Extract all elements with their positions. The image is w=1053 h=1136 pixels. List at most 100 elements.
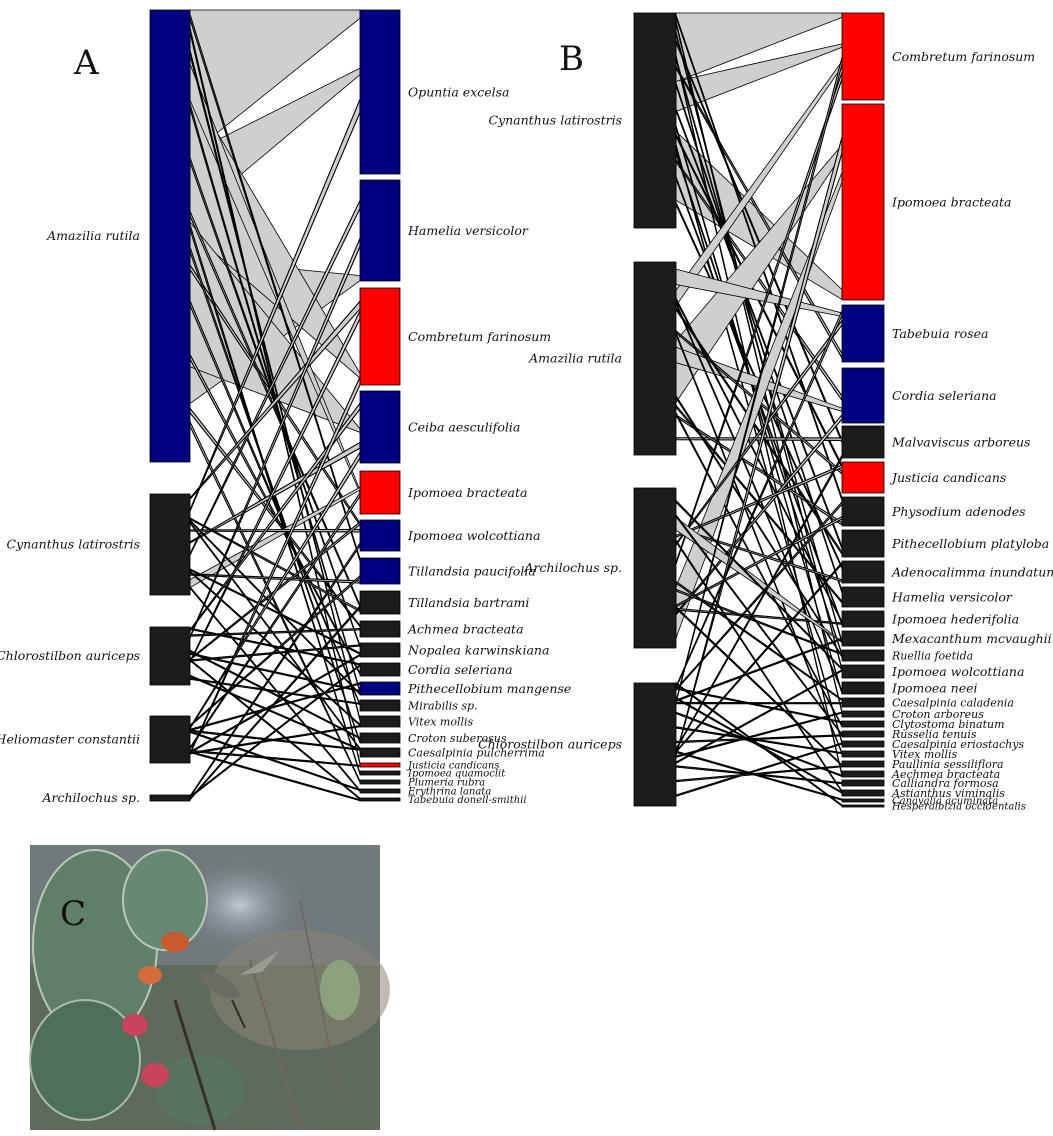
panel-b-plant-bar-caesalpinia-eriostachys <box>841 740 885 748</box>
panel-a-plant-label-ceiba-aesculifolia: Ceiba aesculifolia <box>408 419 520 434</box>
panel-a-plant-bar-hamelia-versicolor <box>359 179 401 282</box>
panel-b-plant-label-physodium-adenodes: Physodium adenodes <box>891 504 1026 519</box>
panel-b-plant-bar-aechmea-bracteata <box>841 770 885 778</box>
panel-a-plant-label-plumeria-rubra: Plumeria rubra <box>407 778 485 789</box>
panel-a-plant-bar-cordia-seleriana <box>359 662 401 677</box>
panel-a-bird-bar-heliomaster-constantii <box>149 715 191 764</box>
panel-a-bird-label-cynanthus-latirostris: Cynanthus latirostris <box>7 537 141 552</box>
panel-a-plant-label-tabebuia-donell-smithii: Tabebuia donell-smithii <box>408 795 527 806</box>
panel-a-bird-bar-archilochus-sp <box>149 794 191 802</box>
panel-a-plant-label-pithecellobium-mangense: Pithecellobium mangense <box>407 681 571 696</box>
panel-a-plant-bar-vitex-mollis <box>359 715 401 728</box>
panel-a-plant-bar-ipomoea-quamoclit <box>359 770 401 776</box>
panel-b-plant-bar-hamelia-versicolor <box>841 586 885 608</box>
panel-b-plant-bar-mexacanthum-mcvaughii <box>841 630 885 647</box>
panel-a-bird-bar-amazilia-rutila <box>149 9 191 463</box>
panel-b-plant-bar-caesalpinia-caladenia <box>841 697 885 708</box>
panel-a-plant-label-vitex-mollis: Vitex mollis <box>408 715 474 728</box>
panel-b-plant-bar-hesperalbizia-occidentalis <box>841 804 885 808</box>
panel-a-plant-bar-ceiba-aesculifolia <box>359 390 401 464</box>
panel-a-plant-bar-pithecellobium-mangense <box>359 681 401 696</box>
panel-a-plant-label-mirabilis-sp: Mirabilis sp. <box>407 699 478 712</box>
panel-a-plant-label-justicia-candicans: Justicia candicans <box>406 761 499 772</box>
panel-a-bird-labels: Amazilia rutila Cynanthus latirostris Chlo… <box>0 228 140 805</box>
panel-a-plant-bar-mirabilis-sp <box>359 699 401 712</box>
panel-a-plant-label-nopalea-karwinskiana: Nopalea karwinskiana <box>407 642 549 657</box>
panel-a-plant-bar-ipomoea-wolcottiana <box>359 519 401 552</box>
panel-b-interaction-link <box>675 580 843 702</box>
panel-b-plant-label-croton-arboreus: Croton arboreus <box>892 708 984 721</box>
panel-b-plant-bar-russelia-tenuis <box>841 730 885 738</box>
panel-b-bird-label-chlorostilbon-auriceps: Chlorostilbon auriceps <box>478 737 622 752</box>
panel-b-plant-label-adenocalimma-inundatum: Adenocalimma inundatum <box>891 564 1053 579</box>
panel-a-bird-bars <box>149 9 191 802</box>
panel-b-plant-bar-paullinia-sessiliflora <box>841 760 885 768</box>
panel-b-plant-bars <box>841 12 885 808</box>
panel-b-plant-bar-ipomoea-bracteata <box>841 103 885 301</box>
panel-b-plant-bar-ipomoea-hederifolia <box>841 610 885 628</box>
panel-b-plant-bar-vitex-mollis <box>841 750 885 758</box>
panel-b-plant-label-aechmea-bracteata: Aechmea bracteata <box>891 768 1000 781</box>
panel-b-plant-bar-justicia-candicans <box>841 461 885 494</box>
panel-b-label: B <box>559 39 584 79</box>
panel-a-label: A <box>73 43 99 83</box>
panel-b-plant-bar-ruellia-foetida <box>841 649 885 662</box>
panel-b-plant-label-astianthus-viminalis: Astianthus viminalis <box>891 787 1005 800</box>
panel-a-bird-bar-chlorostilbon-auriceps <box>149 626 191 686</box>
panel-a-plant-bars <box>359 9 401 802</box>
panel-b-interaction-link <box>675 437 843 442</box>
panel-a-interaction-link <box>189 649 361 740</box>
panel-b-plant-label-justicia-candicans: Justicia candicans <box>889 470 1006 485</box>
panel-a-plant-bar-justicia-candicans <box>359 762 401 768</box>
panel-b-bird-bar-archilochus-sp <box>633 487 677 649</box>
panel-b-plant-label-cordia-seleriana: Cordia seleriana <box>892 388 997 403</box>
panel-a-bird-bar-cynanthus-latirostris <box>149 493 191 596</box>
panel-b-plant-label-ipomoea-hederifolia: Ipomoea hederifolia <box>891 611 1019 626</box>
panel-b-plant-label-calliandra-formosa: Calliandra formosa <box>892 777 999 790</box>
panel-b-plant-bar-ipomoea-neei <box>841 681 885 695</box>
panel-a-bird-label-amazilia-rutila: Amazilia rutila <box>46 228 140 243</box>
panel-b-plant-label-vitex-mollis: Vitex mollis <box>892 748 958 761</box>
panel-a-plant-label-tillandsia-bartrami: Tillandsia bartrami <box>408 595 529 610</box>
panel-a-plant-label-ipomoea-bracteata: Ipomoea bracteata <box>407 485 527 500</box>
panel-a-plant-label-combretum-farinosum: Combretum farinosum <box>408 329 551 344</box>
panel-b-bird-bar-amazilia-rutila <box>633 261 677 456</box>
panel-b-bird-label-cynanthus-latirostris: Cynanthus latirostris <box>489 113 623 128</box>
panel-b-plant-label-tabebuia-rosea: Tabebuia rosea <box>892 326 988 341</box>
panel-b-plant-label-ipomoea-neei: Ipomoea neei <box>891 680 978 695</box>
panel-a-plant-bar-tabebuia-donell-smithii <box>359 797 401 802</box>
panel-a-plant-label-erythrina-lanata: Erythrina lanata <box>407 787 491 798</box>
panel-b-plant-label-ruellia-foetida: Ruellia foetida <box>891 649 973 662</box>
panel-b-plant-bar-adenocalimma-inundatum <box>841 560 885 584</box>
panel-b-plant-label-russelia-tenuis: Russelia tenuis <box>891 728 977 741</box>
panel-a-links <box>189 9 361 802</box>
panel-b-plant-label-paullinia-sessiliflora: Paullinia sessiliflora <box>891 758 1004 771</box>
panel-b-plant-bar-malvaviscus-arboreus <box>841 425 885 459</box>
panel-b-plant-label-pithecellobium-platyloba: Pithecellobium platyloba <box>891 536 1049 551</box>
panel-b-bird-bar-chlorostilbon-auriceps <box>633 682 677 807</box>
panel-b-plant-label-malvaviscus-arboreus: Malvaviscus arboreus <box>891 434 1030 449</box>
panel-b-bird-bar-cynanthus-latirostris <box>633 12 677 229</box>
panel-b-plant-bar-astianthus-viminalis <box>841 789 885 797</box>
panel-b-plant-bar-pithecellobium-platyloba <box>841 529 885 558</box>
panel-b-plant-label-ipomoea-wolcottiana: Ipomoea wolcottiana <box>891 664 1024 679</box>
panel-a-plant-label-ipomoea-wolcottiana: Ipomoea wolcottiana <box>407 528 540 543</box>
panel-b-plant-bar-cordia-seleriana <box>841 367 885 424</box>
panel-b-plant-label-canavalia-acuminata: Canavalia acuminata <box>892 796 998 807</box>
panel-b-plant-bar-canavalia-acuminata <box>841 798 885 803</box>
panel-a-plant-bar-tillandsia-bartrami <box>359 590 401 615</box>
panel-b-plant-label-mexacanthum-mcvaughii: Mexacanthum mcvaughii <box>891 631 1052 646</box>
panel-a-plant-bar-opuntia-excelsa <box>359 9 401 175</box>
panel-a-bird-label-archilochus-sp: Archilochus sp. <box>42 790 140 805</box>
panel-a-bird-label-chlorostilbon-auriceps: Chlorostilbon auriceps <box>0 648 140 663</box>
panel-b-plant-bar-combretum-farinosum <box>841 12 885 101</box>
panel-b-plant-bar-tabebuia-rosea <box>841 304 885 363</box>
panel-a-bird-label-heliomaster-constantii: Heliomaster constantii <box>0 732 140 747</box>
panel-a-plant-bar-caesalpinia-pulcherrima <box>359 747 401 758</box>
panel-b-plant-bar-croton-arboreus <box>841 710 885 718</box>
panel-b-plant-label-clytostoma-binatum: Clytostoma binatum <box>892 718 1005 731</box>
panel-b-plant-bar-ipomoea-wolcottiana <box>841 664 885 679</box>
panel-b-plant-bar-physodium-adenodes <box>841 496 885 527</box>
